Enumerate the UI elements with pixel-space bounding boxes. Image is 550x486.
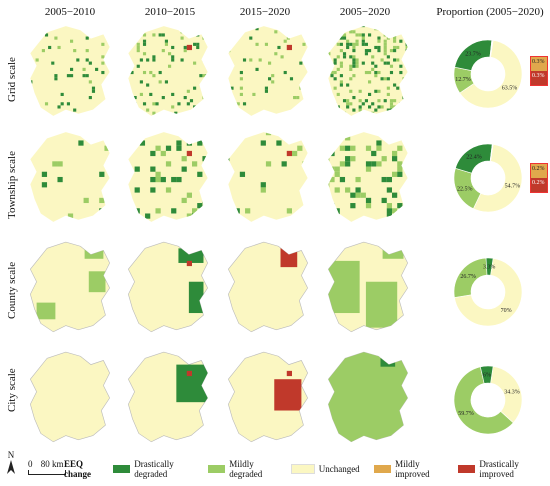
donut-slice-label: 34.3% xyxy=(504,389,520,395)
column-title-2015-2020: 2015−2020 xyxy=(239,6,291,18)
column-title-2005-2010: 2005−2010 xyxy=(44,6,96,18)
donut-slice-label: 26.7% xyxy=(460,274,476,280)
donut-slice-label: 23.7% xyxy=(465,51,481,57)
map-panel-row0-col2 xyxy=(228,26,308,116)
donut-slice-unchanged xyxy=(472,144,523,213)
map-panel-row3-col0 xyxy=(29,351,111,443)
scale-label: 80 km xyxy=(40,459,64,469)
donut-slice-drastically-improved xyxy=(489,143,494,162)
column-title-proportion: Proportion (2005−2020) xyxy=(436,6,544,18)
north-arrow-icon xyxy=(7,460,15,474)
legend-item-drastically-degraded: Drastically degraded xyxy=(112,459,194,479)
map-panel-row1-col3 xyxy=(328,132,408,222)
map-panel-row3-col3 xyxy=(327,351,409,443)
column-title-2005-2020: 2005−2020 xyxy=(339,6,391,18)
scale-zero: 0 xyxy=(28,459,33,469)
north-label: N xyxy=(7,450,15,460)
legend-title: EEQ change xyxy=(64,459,91,479)
map-panel-row1-col2 xyxy=(228,132,308,222)
donut-county: 70% 26.7% 3.3% xyxy=(453,257,523,327)
donut-slice-mildly-degraded xyxy=(453,366,514,435)
map-panel-row1-col1 xyxy=(128,132,208,222)
scale-bar: 0 80 km xyxy=(28,459,66,475)
inset-township xyxy=(530,163,548,193)
legend-item-drastically-improved: Drastically improved xyxy=(457,459,540,479)
row-label-county: County scale xyxy=(6,261,18,319)
inset-grid-drastic-improved: 0.3% xyxy=(532,73,545,79)
donut-city: 34.3% 59.7% 6% xyxy=(453,365,523,435)
row-label-grid: Grid scale xyxy=(6,57,18,103)
donut-grid: 63.5% 12.7% 23.7% xyxy=(453,39,523,109)
donut-slice-label: 12.7% xyxy=(455,77,471,83)
north-arrow: N xyxy=(6,450,16,476)
row-label-township: Township scale xyxy=(6,151,18,219)
inset-grid-mild-improved: 0.3% xyxy=(532,59,545,65)
legend-item-mildly-degraded: Mildly degraded xyxy=(207,459,277,479)
donut-slice-label: 6% xyxy=(483,373,491,379)
map-panel-row2-col2 xyxy=(227,241,309,333)
row-label-city: City scale xyxy=(6,368,18,412)
map-panel-row0-col3 xyxy=(328,26,408,116)
donut-slice-drastically-improved xyxy=(489,39,494,58)
map-panel-row2-col3 xyxy=(327,241,409,333)
legend: EEQ change Drastically degraded Mildly d… xyxy=(64,459,550,479)
donut-slice-unchanged xyxy=(459,40,523,109)
donut-slice-label: 59.7% xyxy=(458,411,474,417)
column-title-2010-2015: 2010−2015 xyxy=(144,6,196,18)
donut-slice-drastically-degraded xyxy=(485,257,494,276)
donut-slice-label: 70% xyxy=(501,308,512,314)
donut-slice-drastically-degraded xyxy=(479,365,494,384)
donut-slice-label: 63.5% xyxy=(502,86,517,92)
map-panel-row0-col0 xyxy=(30,26,110,116)
map-panel-row2-col1 xyxy=(127,241,209,333)
map-panel-row3-col1 xyxy=(127,351,209,443)
donut-slice-label: 22.5% xyxy=(457,186,473,192)
map-panel-row1-col0 xyxy=(30,132,110,222)
donut-slice-unchanged xyxy=(454,258,523,327)
map-panel-row0-col1 xyxy=(128,26,208,116)
map-panel-row2-col0 xyxy=(29,241,111,333)
inset-grid xyxy=(530,56,548,86)
donut-slice-label: 54.7% xyxy=(505,183,520,189)
inset-township-drastic-improved: 0.2% xyxy=(532,180,545,186)
inset-township-mild-improved: 0.2% xyxy=(532,166,545,172)
donut-slice-label: 3.3% xyxy=(483,265,496,271)
donut-township: 54.7% 22.5% 22.4% xyxy=(453,143,523,213)
donut-slice-unchanged xyxy=(490,366,523,424)
donut-slice-label: 22.4% xyxy=(466,155,482,161)
map-panel-row3-col2 xyxy=(227,351,309,443)
legend-item-unchanged: Unchanged xyxy=(290,464,360,474)
legend-item-mildly-improved: Mildly improved xyxy=(373,459,444,479)
